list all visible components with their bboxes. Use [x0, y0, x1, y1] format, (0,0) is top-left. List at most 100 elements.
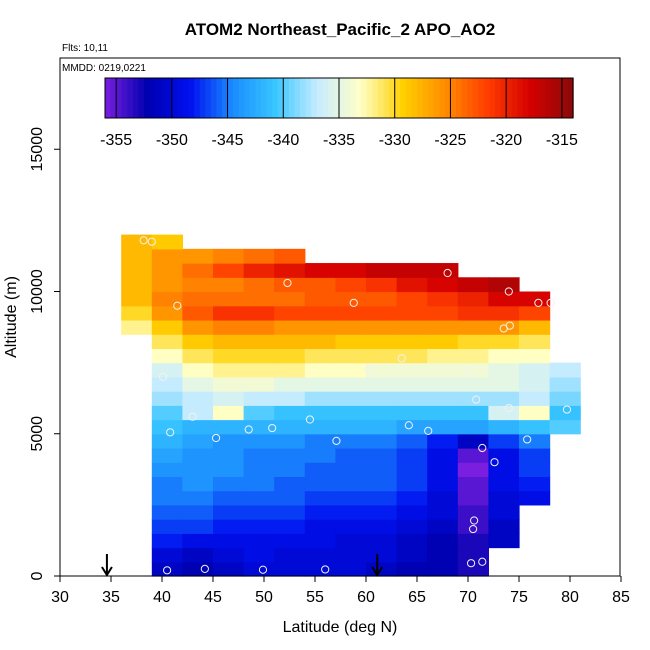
- x-tick-label: 50: [255, 589, 273, 606]
- heatmap-cell: [121, 319, 153, 335]
- colorbar-segment: [355, 78, 362, 118]
- heatmap-cell: [151, 405, 183, 421]
- heatmap-cell: [335, 476, 367, 492]
- heatmap-cell: [274, 561, 306, 577]
- heatmap-cell: [519, 419, 551, 435]
- heatmap-cell: [488, 447, 520, 463]
- colorbar-segment: [539, 78, 546, 118]
- x-tick-label: 75: [510, 589, 528, 606]
- colorbar-segment: [283, 78, 290, 118]
- x-tick-label: 35: [102, 589, 120, 606]
- heatmap-cell: [304, 305, 336, 321]
- observation-marker: [470, 516, 479, 525]
- colorbar-tick-label: -335: [323, 132, 355, 149]
- observation-marker: [363, 365, 373, 374]
- heatmap-cell: [335, 561, 367, 577]
- colorbar-segment: [550, 78, 557, 118]
- colorbar-segment: [138, 78, 145, 118]
- heatmap-cell: [488, 319, 520, 335]
- heatmap-cell: [335, 547, 367, 563]
- heatmap-cell: [243, 490, 275, 506]
- colorbar-segment: [238, 78, 245, 118]
- heatmap-cell: [366, 462, 398, 478]
- heatmap-cell: [213, 376, 245, 392]
- heatmap-cell: [213, 263, 245, 278]
- heatmap-cell: [335, 263, 367, 278]
- colorbar-segment: [333, 78, 340, 118]
- colorbar-segment: [372, 78, 379, 118]
- heatmap-cell: [151, 334, 183, 349]
- heatmap-cell: [304, 277, 336, 293]
- heatmap-cell: [182, 462, 214, 478]
- heatmap-cell: [366, 547, 398, 563]
- heatmap-cell: [274, 462, 306, 478]
- colorbar-segment: [227, 78, 234, 118]
- colorbar-tick-label: -320: [490, 132, 522, 149]
- heatmap-cell: [549, 419, 581, 435]
- heatmap-cell: [243, 476, 275, 492]
- heatmap-cell: [457, 462, 489, 478]
- heatmap-cell: [274, 433, 306, 449]
- heatmap-cell: [335, 405, 367, 421]
- x-tick-label: 45: [204, 589, 222, 606]
- colorbar-segment: [405, 78, 413, 118]
- colorbar: -355 -350 -345 -340 -335 -330 -325 -320 -315: [100, 77, 578, 149]
- heatmap-cell: [304, 348, 336, 364]
- heatmap-cell: [488, 277, 520, 293]
- heatmap-cell: [396, 561, 428, 577]
- heatmap-cell: [519, 319, 551, 335]
- heatmap-cell: [335, 362, 367, 378]
- heatmap: [121, 234, 581, 577]
- heatmap-cell: [213, 305, 245, 321]
- heatmap-cell: [366, 519, 398, 534]
- heatmap-cell: [457, 519, 489, 534]
- heatmap-cell: [213, 405, 245, 421]
- heatmap-cell: [366, 319, 398, 335]
- colorbar-tick-label: -330: [379, 132, 411, 149]
- heatmap-cell: [213, 334, 245, 349]
- heatmap-cell: [457, 376, 489, 392]
- colorbar-segment: [288, 78, 296, 118]
- heatmap-cell: [274, 391, 306, 406]
- heatmap-cell: [274, 248, 306, 264]
- heatmap-cell: [335, 319, 367, 335]
- heatmap-cell: [243, 291, 275, 307]
- heatmap-cell: [366, 305, 398, 321]
- heatmap-cell: [457, 447, 489, 463]
- observation-marker: [472, 395, 481, 404]
- arrow-head: [371, 566, 384, 577]
- heatmap-cell: [457, 291, 489, 307]
- heatmap-cell: [366, 533, 398, 549]
- heatmap-cell: [488, 533, 520, 549]
- observation-marker: [158, 372, 168, 381]
- colorbar-segment: [277, 78, 284, 118]
- observation-marker: [147, 237, 156, 246]
- heatmap-cell: [182, 334, 214, 349]
- latitude-arrows: [101, 554, 384, 577]
- heatmap-cell: [366, 419, 398, 435]
- heatmap-cell: [243, 263, 275, 278]
- heatmap-cell: [366, 376, 398, 392]
- heatmap-cell: [304, 376, 336, 392]
- heatmap-cell: [182, 533, 214, 549]
- heatmap-cell: [182, 433, 214, 449]
- colorbar-segment: [177, 78, 184, 118]
- y-tick-label: 10000: [29, 269, 46, 314]
- colorbar-segment: [121, 78, 128, 118]
- heatmap-cell: [243, 391, 275, 406]
- heatmap-cell: [304, 419, 336, 435]
- heatmap-cell: [213, 291, 245, 307]
- colorbar-segment: [495, 78, 502, 118]
- heatmap-cell: [151, 504, 183, 520]
- heatmap-cell: [519, 447, 551, 463]
- x-tick-label: 70: [459, 589, 477, 606]
- observation-marker: [546, 298, 555, 307]
- heatmap-cell: [427, 490, 459, 506]
- heatmap-cell: [335, 419, 367, 435]
- heatmap-cell: [182, 547, 214, 563]
- mmdd-annotation: MMDD: 0219,0221: [62, 63, 146, 74]
- heatmap-cell: [427, 419, 459, 435]
- heatmap-cell: [488, 433, 520, 449]
- colorbar-segment: [294, 78, 301, 118]
- observation-marker: [321, 565, 330, 574]
